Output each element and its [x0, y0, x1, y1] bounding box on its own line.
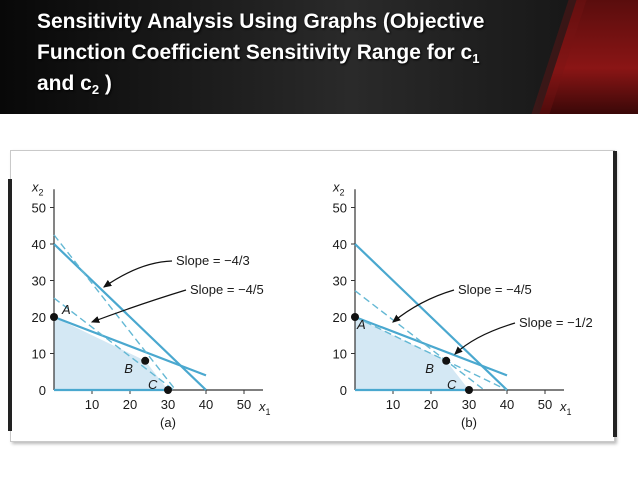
- x-tick-label: 30: [161, 397, 175, 412]
- y-tick-label: 10: [333, 347, 347, 362]
- corner-point: [164, 386, 172, 394]
- callout-arrow: [103, 260, 173, 288]
- x-tick-label: 10: [85, 397, 99, 412]
- corner-point-label: C: [447, 377, 457, 392]
- title-line-3: and c2 ): [37, 68, 607, 99]
- y-tick-label: 20: [333, 310, 347, 325]
- y-tick-label: 0: [340, 383, 347, 398]
- objective-dashed-line: [53, 297, 175, 391]
- title-line-2-sub: 1: [472, 51, 480, 66]
- x-tick-label: 40: [500, 397, 514, 412]
- x-tick-label: 40: [199, 397, 213, 412]
- corner-point: [442, 356, 451, 365]
- corner-point-label: A: [61, 302, 71, 317]
- title-line-2-text: Function Coefficient Sensitivity Range f…: [37, 41, 473, 64]
- constraint-line: [354, 315, 508, 377]
- y-tick-label: 10: [32, 347, 46, 362]
- x-tick-label: 50: [237, 397, 251, 412]
- panel-label: (b): [461, 415, 477, 430]
- callout-arrow: [454, 322, 516, 355]
- y-tick-label: 40: [32, 237, 46, 252]
- frame-left-edge: [8, 179, 12, 431]
- y-tick-label: 30: [333, 274, 347, 289]
- feasible-region: [355, 317, 469, 390]
- corner-point-label: A: [356, 317, 366, 332]
- x-tick-label: 20: [424, 397, 438, 412]
- corner-point: [141, 356, 150, 365]
- x-axis-label: x1: [258, 399, 271, 417]
- slope-label: Slope = −4/5: [190, 282, 264, 297]
- corner-point-label: B: [425, 361, 434, 376]
- corner-point-label: C: [148, 377, 158, 392]
- callout-arrow: [90, 289, 187, 323]
- panel-label: (a): [160, 415, 176, 430]
- frame-right-edge: [613, 151, 617, 437]
- y-axis-label: x2: [31, 179, 44, 197]
- feasible-region: [54, 317, 168, 390]
- x-tick-label: 10: [386, 397, 400, 412]
- figure-frame: [8, 150, 617, 442]
- y-tick-label: 30: [32, 274, 46, 289]
- corner-point-label: B: [124, 361, 133, 376]
- slide-title: Sensitivity Analysis Using Graphs (Objec…: [37, 6, 607, 99]
- corner-point: [50, 313, 58, 321]
- corner-point: [351, 313, 359, 321]
- y-tick-label: 0: [39, 383, 46, 398]
- slope-label: Slope = −4/3: [176, 253, 250, 268]
- title-line-3-sub: 2: [91, 82, 100, 97]
- title-line-3-text: and c: [37, 72, 92, 95]
- slope-label: Slope = −4/5: [458, 282, 532, 297]
- y-tick-label: 20: [32, 310, 46, 325]
- objective-dashed-line: [354, 316, 508, 391]
- x-tick-label: 50: [538, 397, 552, 412]
- title-line-2: Function Coefficient Sensitivity Range f…: [37, 37, 607, 68]
- title-banner: Sensitivity Analysis Using Graphs (Objec…: [0, 0, 638, 114]
- x-axis-label: x1: [559, 399, 572, 417]
- x-tick-label: 20: [123, 397, 137, 412]
- corner-point: [465, 386, 473, 394]
- y-axis-label: x2: [332, 179, 345, 197]
- callout-arrow: [392, 289, 455, 323]
- y-tick-label: 50: [32, 201, 46, 216]
- slope-label: Slope = −1/2: [519, 315, 593, 330]
- y-tick-label: 40: [333, 237, 347, 252]
- y-tick-label: 50: [333, 201, 347, 216]
- title-line-3-tail: ): [99, 72, 112, 95]
- objective-dashed-line: [354, 290, 485, 391]
- x-tick-label: 30: [462, 397, 476, 412]
- title-line-1: Sensitivity Analysis Using Graphs (Objec…: [37, 10, 485, 33]
- constraint-line: [53, 315, 207, 377]
